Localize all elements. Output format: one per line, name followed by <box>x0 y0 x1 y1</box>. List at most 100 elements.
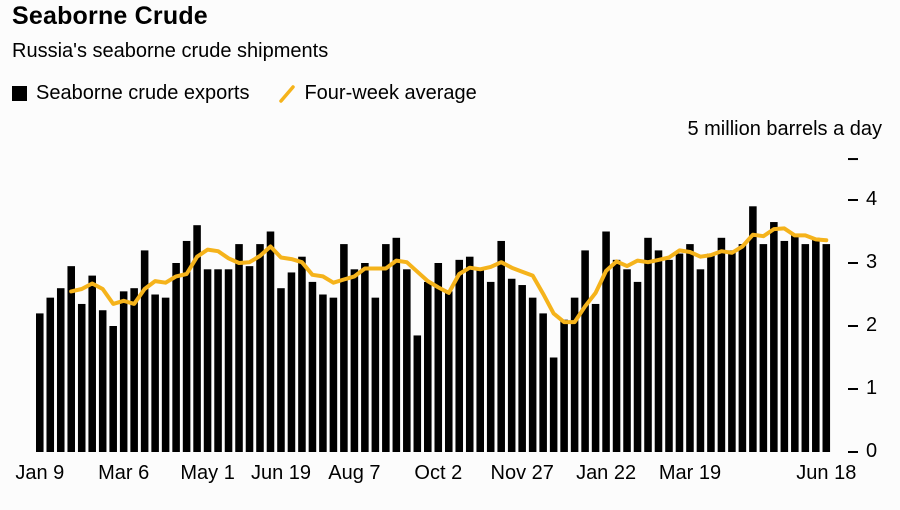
bar <box>140 250 149 452</box>
legend-label-exports: Seaborne crude exports <box>36 82 250 104</box>
bar <box>497 240 505 452</box>
bar <box>46 297 55 452</box>
bar <box>623 269 631 452</box>
bar <box>361 263 369 452</box>
bar <box>644 237 652 452</box>
bar <box>518 285 526 452</box>
x-axis-label: Jan 22 <box>576 462 637 484</box>
bar <box>172 263 180 452</box>
bar <box>193 225 201 452</box>
bar <box>770 222 778 452</box>
bar <box>759 244 768 452</box>
bar <box>36 313 44 452</box>
bar <box>476 269 484 452</box>
y-axis-label: 1 <box>866 377 878 399</box>
legend-item-average: Four-week average <box>277 82 477 105</box>
bar <box>350 269 359 452</box>
bar <box>56 288 65 452</box>
x-axis-label: Oct 2 <box>414 462 463 484</box>
bar <box>686 244 694 452</box>
bar <box>717 237 726 452</box>
bar <box>424 281 432 452</box>
bar <box>507 278 516 452</box>
bar <box>434 263 443 452</box>
bar <box>539 313 547 452</box>
y-axis-label: 3 <box>866 251 878 273</box>
bar <box>308 281 317 452</box>
x-axis-label: Mar 6 <box>98 462 150 484</box>
bar <box>130 288 138 452</box>
bar <box>675 253 684 452</box>
y-axis-label: 0 <box>866 440 878 462</box>
x-axis-label: Jan 9 <box>15 462 65 484</box>
bar <box>465 256 474 452</box>
bar <box>266 231 275 452</box>
bar <box>203 269 212 452</box>
bar <box>602 231 610 452</box>
bar <box>728 250 736 452</box>
bar <box>109 326 117 452</box>
x-axis-label: Mar 19 <box>658 462 722 484</box>
bar <box>403 269 411 452</box>
bar <box>738 244 747 452</box>
bar <box>612 259 621 452</box>
chart-subtitle: Russia's seaborne crude shipments <box>12 40 329 62</box>
bar <box>161 297 170 452</box>
bar <box>696 269 705 452</box>
bar <box>98 310 107 452</box>
bar <box>822 244 831 452</box>
bar <box>707 253 715 452</box>
bar <box>801 244 810 452</box>
bar <box>151 294 159 452</box>
legend-label-average: Four-week average <box>304 82 477 104</box>
y-axis-label: 2 <box>866 314 878 336</box>
bar <box>591 303 600 452</box>
bar <box>298 256 306 452</box>
bar <box>340 244 348 452</box>
axis-unit-label: 5 million barrels a day <box>687 118 882 140</box>
bar <box>67 266 76 452</box>
bar <box>749 206 757 452</box>
bar <box>549 357 558 452</box>
bar-swatch-icon <box>12 86 27 101</box>
chart-title: Seaborne Crude <box>12 2 208 30</box>
bar <box>633 281 642 452</box>
bar <box>791 234 799 452</box>
bar <box>371 297 380 452</box>
bar <box>382 244 390 452</box>
bar <box>560 319 568 452</box>
bar <box>444 291 453 452</box>
bar <box>665 259 673 452</box>
bar <box>528 297 537 452</box>
bar <box>329 297 338 452</box>
bar <box>812 237 820 452</box>
bar <box>780 240 789 452</box>
line-swatch-icon <box>279 84 296 103</box>
bar <box>224 269 233 452</box>
x-axis-label: Nov 27 <box>490 462 554 484</box>
bar <box>486 281 495 452</box>
bar <box>570 297 579 452</box>
bar <box>245 266 254 452</box>
bar <box>581 250 589 452</box>
average-line <box>69 226 829 325</box>
y-axis-label: 4 <box>866 188 878 210</box>
legend: Seaborne crude exports Four-week average <box>12 82 477 105</box>
bar <box>88 275 96 452</box>
legend-item-exports: Seaborne crude exports <box>12 82 249 105</box>
x-axis-label: Jun 19 <box>250 462 312 484</box>
bar <box>319 294 327 452</box>
x-axis-label: Jun 18 <box>796 462 857 484</box>
bar <box>287 272 296 452</box>
bar <box>654 250 663 452</box>
bar <box>256 244 264 452</box>
bar <box>119 291 128 452</box>
bar <box>455 259 464 452</box>
bar <box>392 237 401 452</box>
bar <box>214 269 222 452</box>
bar <box>77 303 86 452</box>
bar <box>413 335 422 452</box>
bar <box>182 240 191 452</box>
